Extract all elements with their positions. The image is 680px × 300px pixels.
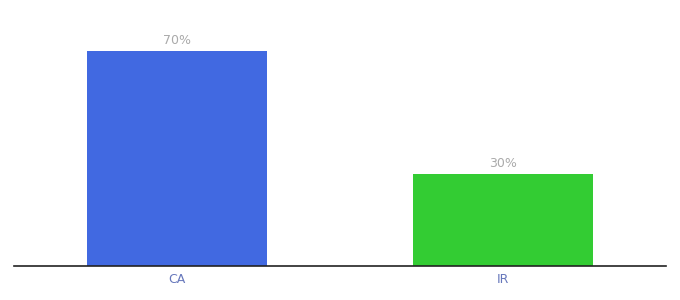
Bar [413, 174, 593, 266]
Bar [87, 51, 267, 266]
Text: 30%: 30% [489, 157, 517, 170]
Text: 70%: 70% [163, 34, 191, 47]
